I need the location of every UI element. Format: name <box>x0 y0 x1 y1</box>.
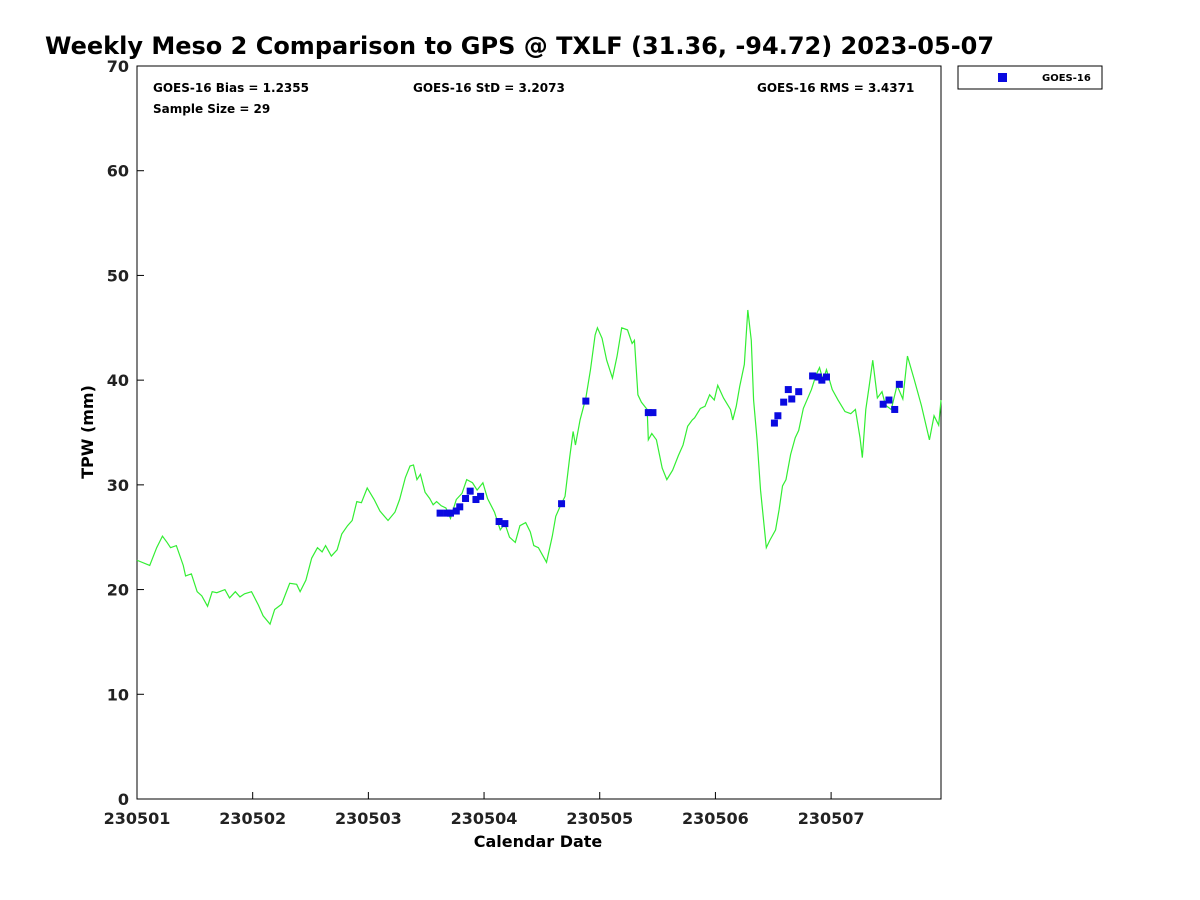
rms-stat: GOES-16 RMS = 3.4371 <box>757 81 914 95</box>
goes16-point <box>466 487 474 495</box>
goes16-point <box>822 373 830 381</box>
bias-stat: GOES-16 Bias = 1.2355 <box>153 81 309 95</box>
goes16-point <box>456 503 464 511</box>
goes16-point <box>774 412 782 420</box>
goes16-point <box>472 496 480 504</box>
legend: GOES-16 <box>957 65 1103 90</box>
goes16-point <box>885 396 893 404</box>
legend-marker-goes16 <box>998 73 1007 82</box>
y-axis-label: TPW (mm) <box>78 385 97 479</box>
goes16-point <box>582 397 590 405</box>
goes16-point <box>644 409 652 417</box>
goes16-point <box>891 405 899 413</box>
y-tick-label: 10 <box>107 685 129 704</box>
x-axis-label: Calendar Date <box>474 832 603 851</box>
chart-title: Weekly Meso 2 Comparison to GPS @ TXLF (… <box>45 32 994 60</box>
legend-box <box>957 65 1103 90</box>
std-stat: GOES-16 StD = 3.2073 <box>413 81 565 95</box>
goes16-point <box>452 507 460 515</box>
goes16-point <box>895 380 903 388</box>
y-tick-label: 70 <box>107 57 129 76</box>
goes16-point <box>879 400 887 408</box>
goes16-point <box>818 376 826 384</box>
legend-label-goes16: GOES-16 <box>1042 73 1091 84</box>
goes16-point <box>462 494 470 502</box>
x-tick-label: 230506 <box>682 809 749 828</box>
goes16-point <box>770 419 778 427</box>
goes16-point <box>784 386 792 394</box>
goes16-point <box>495 518 503 526</box>
x-tick-label: 230502 <box>219 809 286 828</box>
y-tick-label: 30 <box>107 476 129 495</box>
y-tick-label: 60 <box>107 162 129 181</box>
y-tick-label: 20 <box>107 581 129 600</box>
goes16-point <box>649 409 657 417</box>
goes16-point <box>809 372 817 380</box>
goes16-point <box>501 520 509 528</box>
goes16-point <box>780 398 788 406</box>
x-tick-label: 230504 <box>451 809 518 828</box>
plot-area-frame <box>136 65 942 800</box>
goes16-point <box>788 395 796 403</box>
goes16-point <box>477 492 485 500</box>
y-tick-label: 0 <box>118 790 129 809</box>
sample-size-stat: Sample Size = 29 <box>153 102 270 116</box>
x-tick-label: 230505 <box>566 809 633 828</box>
y-tick-label: 50 <box>107 266 129 285</box>
y-tick-label: 40 <box>107 371 129 390</box>
goes16-point <box>558 500 566 508</box>
goes16-point <box>447 509 455 517</box>
goes16-point <box>795 388 803 396</box>
gps-series-line <box>136 309 942 626</box>
x-tick-label: 230501 <box>104 809 171 828</box>
x-tick-label: 230503 <box>335 809 402 828</box>
goes16-point <box>436 509 444 517</box>
x-tick-label: 230507 <box>798 809 865 828</box>
